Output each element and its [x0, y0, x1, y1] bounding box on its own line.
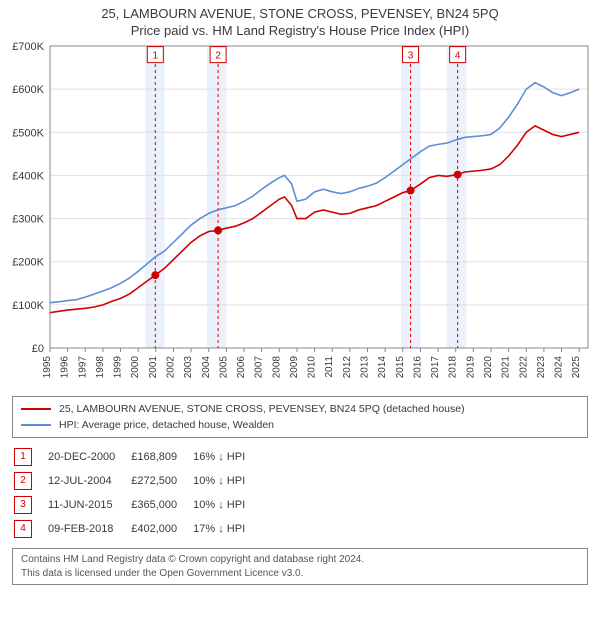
chart-titles: 25, LAMBOURN AVENUE, STONE CROSS, PEVENS…: [0, 0, 600, 38]
svg-text:1: 1: [153, 51, 159, 62]
legend-row: HPI: Average price, detached house, Weal…: [21, 417, 579, 433]
footer-line-1: Contains HM Land Registry data © Crown c…: [21, 553, 579, 567]
svg-text:2022: 2022: [518, 356, 529, 379]
table-row: 4 09-FEB-2018£402,00017% ↓ HPI: [14, 518, 259, 540]
svg-text:£500K: £500K: [12, 127, 44, 139]
svg-text:£400K: £400K: [12, 170, 44, 182]
svg-text:2013: 2013: [360, 356, 371, 379]
svg-text:£300K: £300K: [12, 214, 44, 226]
table-row: 1 20-DEC-2000£168,80916% ↓ HPI: [14, 446, 259, 468]
sale-price: £402,000: [131, 518, 191, 540]
svg-text:2023: 2023: [536, 356, 547, 379]
legend-label: HPI: Average price, detached house, Weal…: [59, 419, 274, 431]
sale-delta: 16% ↓ HPI: [193, 446, 259, 468]
svg-text:2006: 2006: [236, 356, 247, 379]
svg-text:2005: 2005: [218, 356, 229, 379]
svg-text:2007: 2007: [254, 356, 265, 379]
svg-text:2012: 2012: [342, 356, 353, 379]
svg-text:1999: 1999: [113, 356, 124, 379]
legend: 25, LAMBOURN AVENUE, STONE CROSS, PEVENS…: [12, 396, 588, 438]
svg-text:2018: 2018: [448, 356, 459, 379]
data-attribution: Contains HM Land Registry data © Crown c…: [12, 548, 588, 585]
svg-text:2024: 2024: [554, 356, 565, 379]
svg-text:4: 4: [455, 51, 461, 62]
legend-swatch: [21, 408, 51, 410]
svg-text:2000: 2000: [130, 356, 141, 379]
price-chart-svg: £0 £100K £200K £300K £400K £500K £600K £700K 199…: [0, 38, 600, 388]
svg-text:2008: 2008: [271, 356, 282, 379]
svg-text:2015: 2015: [395, 356, 406, 379]
svg-text:2010: 2010: [307, 356, 318, 379]
table-row: 3 11-JUN-2015£365,00010% ↓ HPI: [14, 494, 259, 516]
sale-date: 12-JUL-2004: [48, 470, 129, 492]
svg-text:1996: 1996: [60, 356, 71, 379]
footer-line-2: This data is licensed under the Open Gov…: [21, 567, 579, 581]
sale-price: £168,809: [131, 446, 191, 468]
svg-text:2016: 2016: [412, 356, 423, 379]
svg-text:£200K: £200K: [12, 257, 44, 269]
sale-date: 09-FEB-2018: [48, 518, 129, 540]
svg-text:2025: 2025: [571, 356, 582, 379]
svg-text:£0: £0: [32, 343, 44, 355]
sale-price: £365,000: [131, 494, 191, 516]
svg-text:1995: 1995: [42, 356, 53, 379]
svg-text:2017: 2017: [430, 356, 441, 379]
legend-swatch: [21, 424, 51, 426]
svg-text:£600K: £600K: [12, 84, 44, 96]
sale-marker: 2: [14, 472, 32, 490]
svg-text:2009: 2009: [289, 356, 300, 379]
svg-text:2002: 2002: [165, 356, 176, 379]
sale-delta: 17% ↓ HPI: [193, 518, 259, 540]
sale-delta: 10% ↓ HPI: [193, 494, 259, 516]
sale-date: 11-JUN-2015: [48, 494, 129, 516]
svg-text:1997: 1997: [77, 356, 88, 379]
svg-text:2020: 2020: [483, 356, 494, 379]
svg-text:2004: 2004: [201, 356, 212, 379]
svg-text:3: 3: [408, 51, 414, 62]
chart-area: £0 £100K £200K £300K £400K £500K £600K £700K 199…: [0, 38, 600, 388]
sale-date: 20-DEC-2000: [48, 446, 129, 468]
sale-marker: 4: [14, 520, 32, 538]
svg-text:2019: 2019: [465, 356, 476, 379]
svg-text:2021: 2021: [501, 356, 512, 379]
sale-price: £272,500: [131, 470, 191, 492]
svg-text:2001: 2001: [148, 356, 159, 379]
svg-text:£100K: £100K: [12, 300, 44, 312]
svg-text:1998: 1998: [95, 356, 106, 379]
sale-marker: 3: [14, 496, 32, 514]
sale-delta: 10% ↓ HPI: [193, 470, 259, 492]
svg-text:2: 2: [215, 51, 221, 62]
legend-label: 25, LAMBOURN AVENUE, STONE CROSS, PEVENS…: [59, 403, 465, 415]
svg-text:2014: 2014: [377, 356, 388, 379]
svg-text:2011: 2011: [324, 356, 335, 378]
legend-row: 25, LAMBOURN AVENUE, STONE CROSS, PEVENS…: [21, 401, 579, 417]
sales-table: 1 20-DEC-2000£168,80916% ↓ HPI 2 12-JUL-200…: [12, 444, 261, 542]
title-address: 25, LAMBOURN AVENUE, STONE CROSS, PEVENS…: [0, 6, 600, 21]
table-row: 2 12-JUL-2004£272,50010% ↓ HPI: [14, 470, 259, 492]
title-subtitle: Price paid vs. HM Land Registry's House …: [0, 23, 600, 38]
sale-marker: 1: [14, 448, 32, 466]
svg-text:£700K: £700K: [12, 41, 44, 53]
svg-text:2003: 2003: [183, 356, 194, 379]
